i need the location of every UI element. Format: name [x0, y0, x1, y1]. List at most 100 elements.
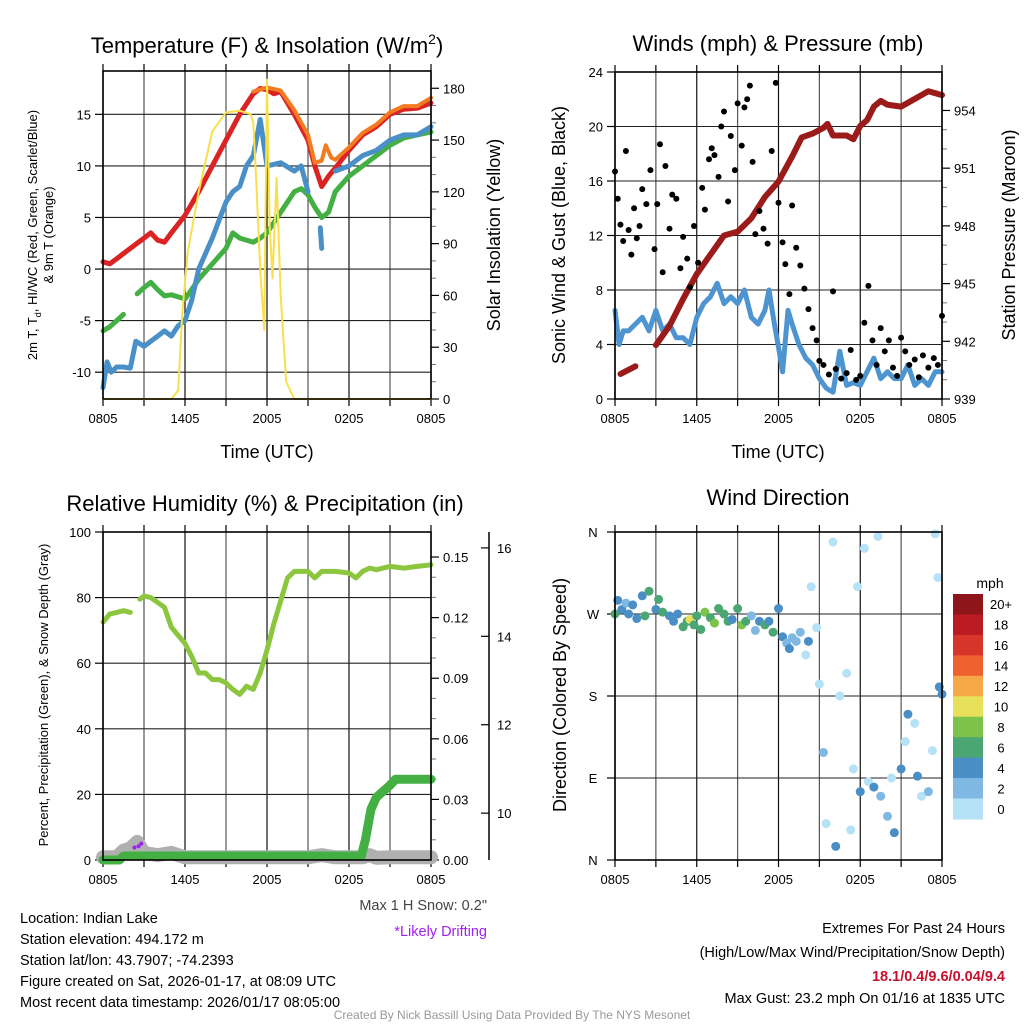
gust-point — [906, 361, 913, 368]
gust-point — [756, 207, 763, 214]
gust-point — [830, 288, 836, 295]
gust-point — [752, 231, 759, 238]
wind-direction-point — [621, 598, 631, 608]
gust-point — [701, 206, 708, 213]
wind-direction-point — [933, 573, 943, 583]
y2-tick-label: 90 — [443, 237, 457, 252]
wind-direction-point — [896, 764, 906, 774]
wind-direction-point — [658, 607, 668, 617]
wind-direction-point — [709, 618, 719, 628]
y2-tick-label: 30 — [443, 340, 457, 355]
colorbar-label: 8 — [997, 720, 1004, 735]
wind-direction-point — [617, 604, 627, 614]
temperature-y-axis-label-line2: & 9m T (Orange) — [41, 186, 56, 283]
gust-point — [628, 251, 635, 258]
gust-point — [662, 163, 669, 170]
y-tick-label: 0 — [84, 262, 91, 277]
x-tick-label: 2005 — [253, 872, 282, 887]
y-tick-label: N — [588, 853, 597, 868]
y-tick-label: S — [589, 689, 598, 704]
wind-direction-point — [673, 609, 683, 619]
extremes-values: 18.1/0.4/9.6/0.04/9.4 — [872, 969, 1005, 985]
ylabel-part: , HI/WC (Red, Green, Scarlet/Blue) — [25, 110, 40, 312]
title-text: Temperature (F) & Insolation (W/m — [91, 33, 428, 58]
x-tick-label: 0205 — [846, 872, 875, 887]
gust-point — [695, 259, 702, 266]
wind-direction-point — [917, 791, 927, 801]
likely-drifting-note: *Likely Drifting — [394, 924, 487, 940]
plot-frame — [102, 531, 432, 861]
wind-direction-point — [637, 591, 647, 601]
x-tick-label: 0805 — [417, 872, 446, 887]
gust-point — [847, 346, 854, 353]
wind-direction-point — [835, 691, 845, 701]
wind-direction-point — [831, 841, 841, 851]
y3-tick-label: 10 — [497, 806, 511, 821]
gust-point — [654, 201, 661, 208]
wind-direction-point — [828, 537, 838, 547]
precipitation-series-line — [98, 774, 436, 865]
y2-tick-label: 180 — [443, 81, 465, 96]
wind-direction-point — [930, 529, 940, 539]
x-tick-label: 0205 — [335, 872, 364, 887]
x-tick-label: 0805 — [601, 872, 630, 887]
gust-point — [861, 319, 868, 326]
y2-tick-label: 948 — [954, 219, 976, 234]
gust-point — [760, 225, 767, 232]
gust-point — [789, 202, 796, 209]
gust-point — [919, 352, 926, 359]
colorbar-swatch — [953, 737, 983, 759]
gust-point — [656, 141, 663, 148]
wind-direction-point — [768, 627, 778, 637]
wind-direction-point — [853, 582, 863, 592]
y-tick-label: 80 — [77, 591, 91, 606]
gust-point — [816, 357, 823, 364]
wind-direction-point — [863, 777, 873, 787]
x-tick-label: 1405 — [171, 411, 200, 426]
gust-point — [715, 173, 722, 180]
gust-point — [894, 372, 901, 379]
wind-direction-point — [774, 604, 783, 614]
gust-point — [889, 364, 896, 371]
gust-point — [617, 221, 624, 228]
y2-tick-label: 60 — [443, 288, 457, 303]
gust-point — [622, 148, 629, 155]
x-tick-label: 0805 — [928, 872, 957, 887]
pressure-y-axis-label: Station Pressure (Maroon) — [999, 129, 1019, 340]
gust-point — [801, 285, 808, 292]
gust-point — [659, 269, 666, 276]
y-tick-label: 20 — [589, 120, 603, 135]
wind-direction-point — [927, 746, 937, 756]
gust-point — [786, 291, 793, 298]
gust-point — [838, 375, 845, 382]
wind-direction-point — [876, 791, 886, 801]
gust-point — [930, 355, 937, 362]
title-superscript: 2 — [428, 31, 436, 47]
colorbar-title: mph — [976, 575, 1003, 591]
wind-direction-point — [733, 604, 743, 614]
wind-direction-point — [791, 636, 801, 646]
gust-point — [805, 306, 812, 313]
wind-direction-point — [651, 604, 661, 614]
x-tick-label: 0805 — [89, 872, 118, 887]
plot-frame — [614, 531, 943, 861]
colorbar-label: 12 — [994, 679, 1008, 694]
gust-point — [680, 233, 687, 240]
gust-point — [741, 104, 748, 111]
gust-point — [881, 348, 888, 355]
gust-point — [684, 255, 691, 262]
humidity-y-axis-label: Percent, Precipitation (Green), & Snow D… — [36, 544, 51, 847]
max-snow-label: Max 1 H Snow: 0.2" — [359, 898, 487, 914]
gust-point — [934, 361, 941, 368]
wind-direction-point — [887, 773, 897, 783]
x-tick-label: 0205 — [335, 411, 364, 426]
gust-point — [721, 108, 727, 115]
y2-tick-label: 0.12 — [443, 611, 468, 626]
gust-point — [869, 337, 876, 344]
wind-direction-point — [910, 718, 920, 728]
wind-direction-point — [778, 632, 788, 642]
gust-point — [631, 205, 638, 212]
x-tick-label: 2005 — [764, 411, 793, 426]
wind-direction-point — [803, 636, 813, 646]
